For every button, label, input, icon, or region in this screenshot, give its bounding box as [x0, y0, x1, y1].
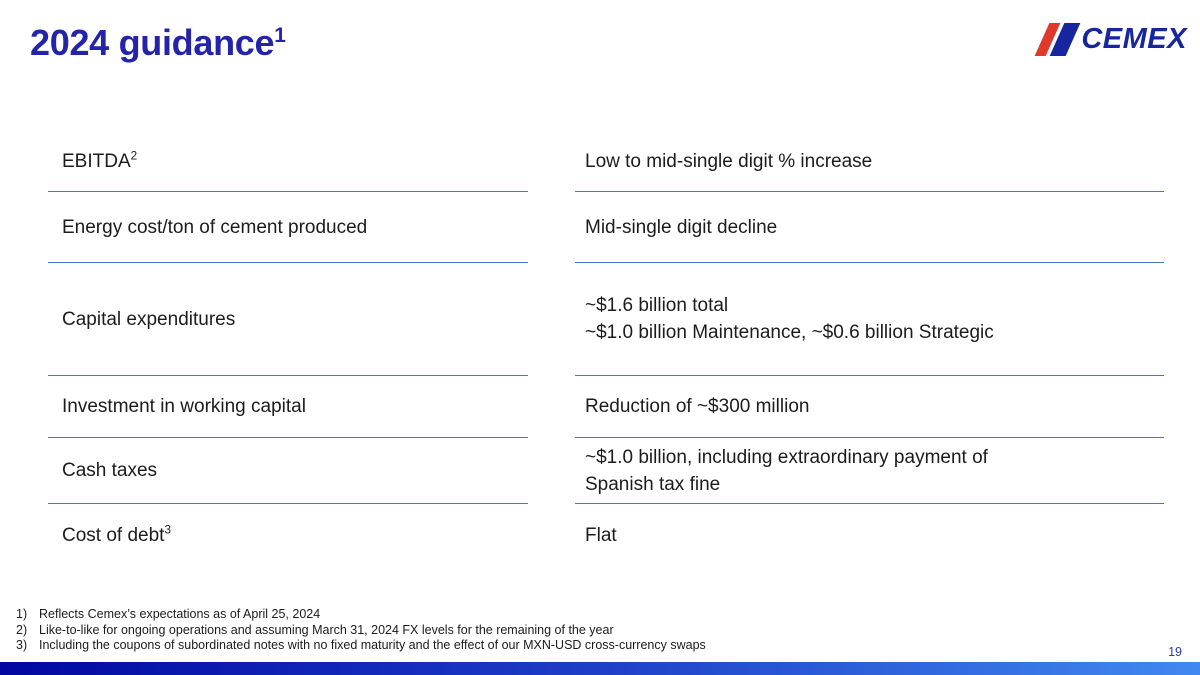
table-row: Cash taxes ~$1.0 billion, including extr…	[48, 438, 1164, 504]
guidance-cell: Mid-single digit decline	[575, 192, 1164, 263]
table-row: Investment in working capital Reduction …	[48, 376, 1164, 438]
guidance-line: Mid-single digit decline	[585, 216, 778, 238]
page-title-text: 2024 guidance	[30, 22, 275, 63]
guidance-line: ~$1.0 billion Maintenance, ~$0.6 billion…	[585, 322, 994, 343]
guidance-line: Spanish tax fine	[585, 473, 721, 495]
metric-label: Energy cost/ton of cement produced	[62, 216, 368, 238]
guidance-cell: Low to mid-single digit % increase	[575, 132, 1164, 192]
guidance-cell: ~$1.6 billion total ~$1.0 billion Mainte…	[575, 263, 1164, 376]
metric-label: Cost of debt	[62, 524, 165, 546]
page-number: 19	[1168, 645, 1182, 659]
table-row: Cost of debt3 Flat	[48, 504, 1164, 566]
metric-cell: Cash taxes	[48, 438, 528, 504]
metric-label: Capital expenditures	[62, 308, 236, 330]
metric-label: Cash taxes	[62, 460, 158, 481]
guidance-line: Flat	[585, 524, 617, 546]
footnote-number: 1)	[16, 607, 28, 621]
bottom-gradient-bar	[0, 662, 1200, 675]
table-row: Energy cost/ton of cement produced Mid-s…	[48, 192, 1164, 263]
table-row: Capital expenditures ~$1.6 billion total…	[48, 263, 1164, 376]
metric-cell: Investment in working capital	[48, 376, 528, 438]
cemex-logo: CEMEX	[1035, 18, 1187, 60]
guidance-cell: ~$1.0 billion, including extraordinary p…	[575, 438, 1164, 504]
guidance-line: ~$1.0 billion, including extraordinary p…	[585, 446, 988, 468]
metric-cell: Energy cost/ton of cement produced	[48, 192, 528, 263]
metric-cell: Cost of debt3	[48, 504, 528, 566]
footnote-number: 2)	[16, 622, 28, 637]
guidance-line: ~$1.6 billion total	[585, 295, 729, 316]
metric-superscript: 2	[130, 149, 138, 163]
page-title: 2024 guidance1	[30, 22, 286, 64]
metric-label: Investment in working capital	[62, 396, 306, 417]
table-row: EBITDA2 Low to mid-single digit % increa…	[48, 132, 1164, 192]
footnote-item: 3) Including the coupons of subordinated…	[16, 638, 706, 654]
guidance-cell: Reduction of ~$300 million	[575, 376, 1164, 438]
footnote-text: Including the coupons of subordinated no…	[39, 638, 706, 653]
guidance-cell: Flat	[575, 504, 1164, 566]
metric-superscript: 3	[164, 523, 171, 537]
footnotes: 1) Reflects Cemex’s expectations as of A…	[16, 607, 706, 654]
metric-label: EBITDA	[62, 151, 131, 172]
page-title-superscript: 1	[274, 24, 286, 47]
footnote-item: 1) Reflects Cemex’s expectations as of A…	[16, 607, 706, 623]
footnote-item: 2) Like-to-like for ongoing operations a…	[16, 623, 706, 639]
footnote-text: Reflects Cemex’s expectations as of Apri…	[39, 607, 321, 621]
logo-wordmark: CEMEX	[1081, 22, 1187, 55]
footnote-number: 3)	[16, 638, 28, 653]
metric-cell: Capital expenditures	[48, 263, 528, 376]
guidance-line: Low to mid-single digit % increase	[585, 151, 873, 172]
guidance-line: Reduction of ~$300 million	[585, 396, 810, 417]
metric-cell: EBITDA2	[48, 132, 528, 192]
footnote-text: Like-to-like for ongoing operations and …	[39, 622, 614, 637]
guidance-table: EBITDA2 Low to mid-single digit % increa…	[48, 132, 1164, 566]
